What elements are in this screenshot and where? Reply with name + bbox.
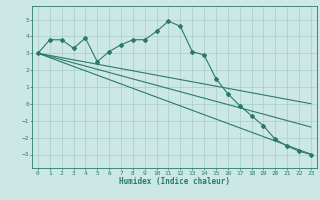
X-axis label: Humidex (Indice chaleur): Humidex (Indice chaleur): [119, 177, 230, 186]
